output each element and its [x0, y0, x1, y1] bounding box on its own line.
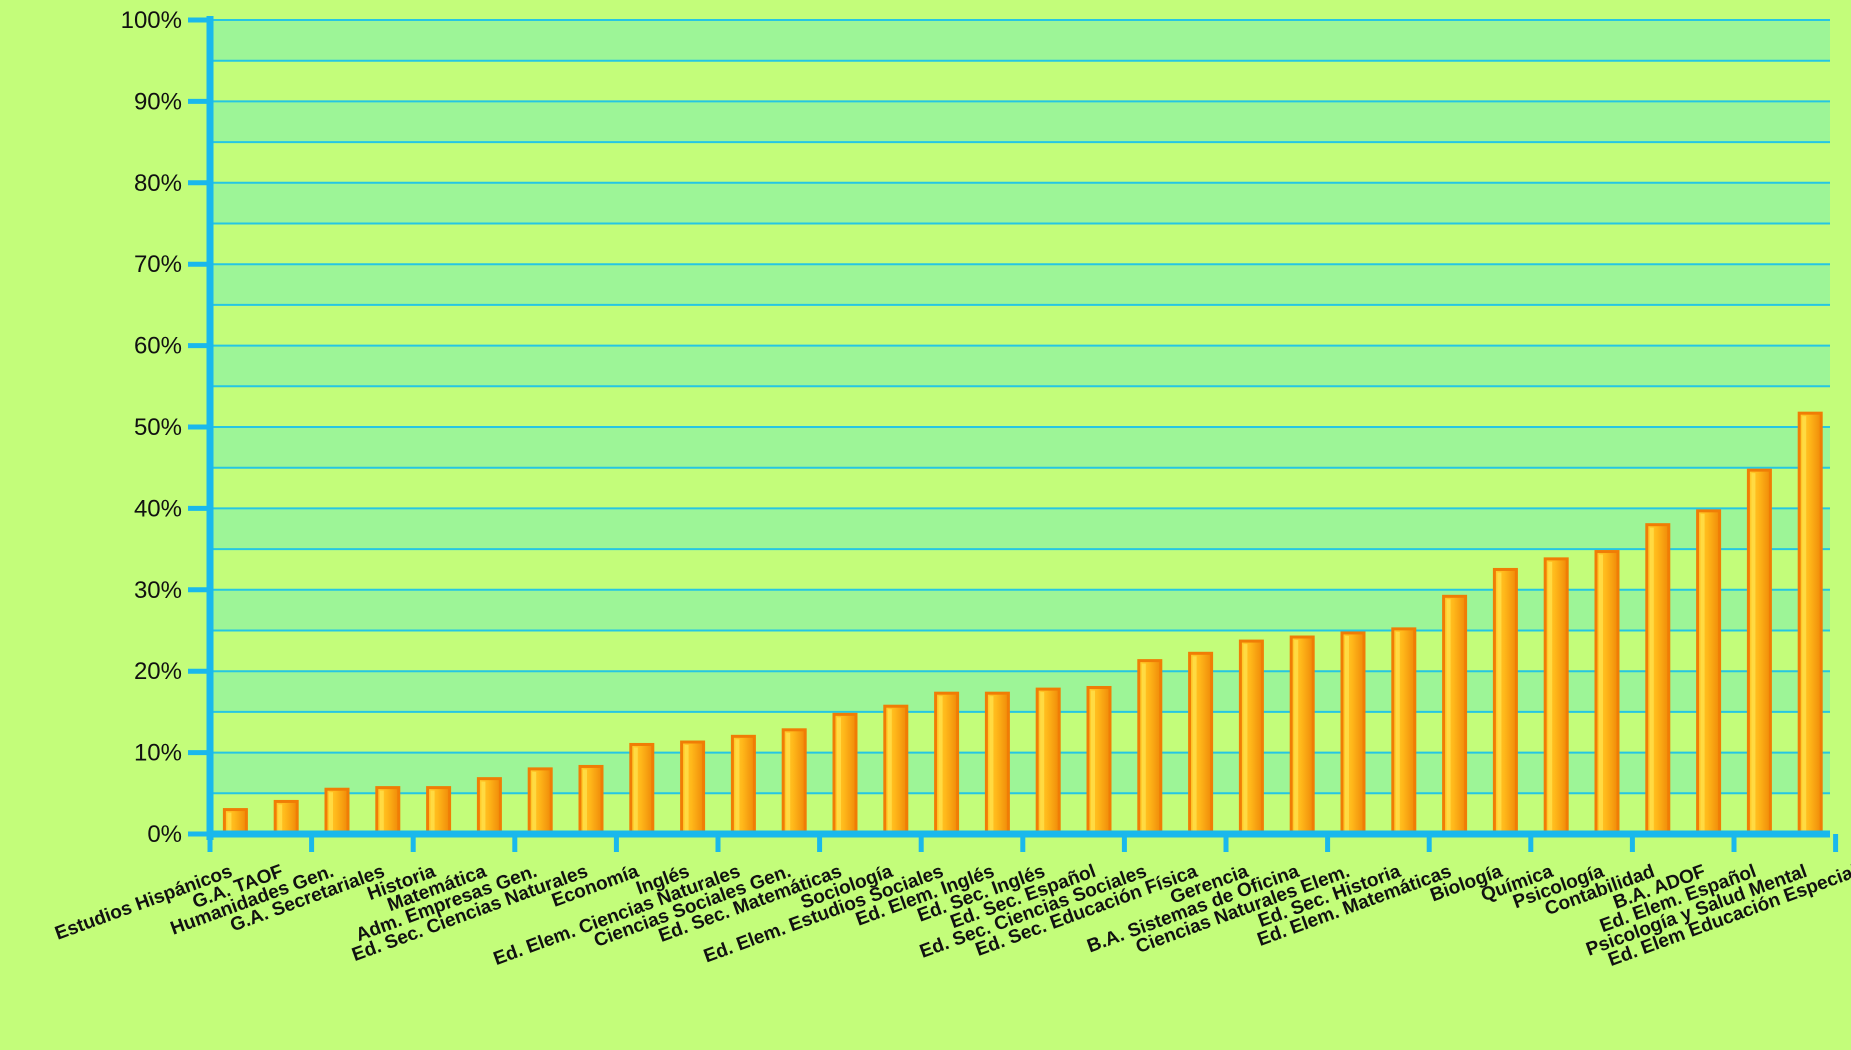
bar — [426, 786, 452, 836]
y-tick-label: 80% — [134, 170, 182, 197]
plot-band — [210, 427, 1830, 468]
bar — [1238, 639, 1264, 836]
y-tick-label: 0% — [147, 821, 182, 848]
bars — [222, 411, 1823, 836]
bar — [1797, 411, 1823, 836]
bar — [832, 712, 858, 836]
y-tick-label: 50% — [134, 414, 182, 441]
bar — [1391, 627, 1417, 836]
y-tick-label: 90% — [134, 88, 182, 115]
bar — [1188, 651, 1214, 836]
plot-band — [210, 182, 1830, 224]
bar — [1289, 635, 1315, 836]
bar — [781, 728, 807, 836]
bar — [730, 734, 756, 836]
y-tick-label: 40% — [134, 495, 182, 522]
axes — [206, 16, 1830, 840]
x-axis-ticks — [207, 834, 1839, 852]
plot-band — [210, 345, 1830, 387]
bar — [934, 691, 960, 836]
bar — [273, 799, 299, 836]
bar — [324, 787, 350, 836]
bar — [1645, 523, 1671, 836]
plot-band — [210, 589, 1830, 631]
bar — [629, 742, 655, 836]
y-tick-label: 10% — [134, 740, 182, 767]
plot-band — [210, 671, 1830, 712]
plot-bands — [210, 20, 1830, 794]
plot-band — [210, 101, 1830, 143]
bar — [1137, 659, 1163, 836]
y-tick-label: 30% — [134, 577, 182, 604]
bar — [1340, 631, 1366, 836]
y-tick-label: 20% — [134, 658, 182, 685]
bar — [1594, 550, 1620, 836]
y-axis-ticks: 0% 10% 20% 30% 40% 50% 60% 70% 80% 90% 100% — [121, 7, 210, 848]
bar — [1696, 509, 1722, 836]
bar — [1442, 594, 1468, 836]
bar — [578, 764, 604, 836]
y-tick-label: 70% — [134, 251, 182, 278]
plot-band — [210, 508, 1830, 550]
bar — [375, 786, 401, 836]
bar — [476, 777, 502, 836]
bar — [680, 740, 706, 836]
gridlines — [210, 19, 1830, 835]
bar — [1086, 685, 1112, 836]
plot-band — [210, 752, 1830, 794]
bar — [222, 808, 248, 836]
bar — [1746, 468, 1772, 836]
plot-band — [210, 20, 1830, 61]
y-tick-label: 60% — [134, 333, 182, 360]
plot-band — [210, 264, 1830, 305]
y-tick-label: 100% — [121, 7, 182, 34]
bar — [1492, 567, 1518, 836]
bar — [527, 767, 553, 836]
bar — [883, 704, 909, 836]
bar — [984, 691, 1010, 836]
bar — [1035, 687, 1061, 836]
bar — [1543, 557, 1569, 836]
